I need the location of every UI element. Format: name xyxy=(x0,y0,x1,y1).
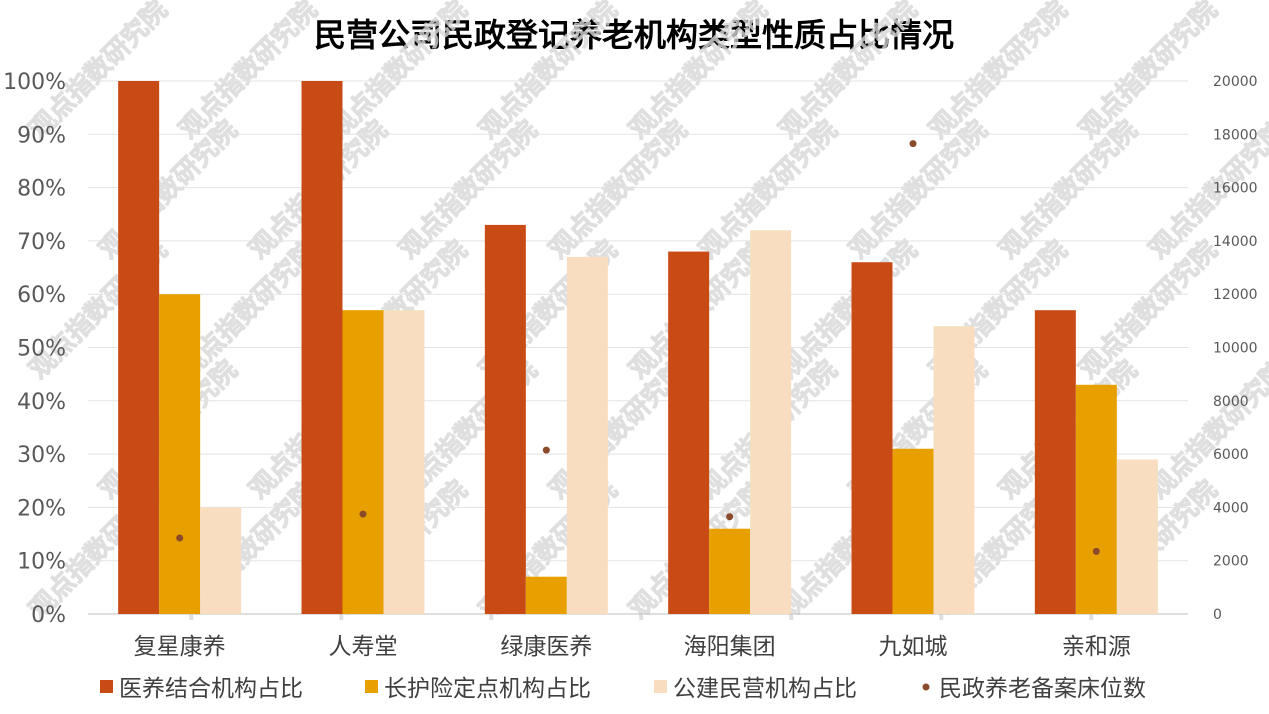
x-tick-label: 海阳集团 xyxy=(684,634,776,660)
legend-swatch xyxy=(100,680,113,693)
y-tick-label-right: 16000 xyxy=(1213,181,1258,197)
legend-label: 医养结合机构占比 xyxy=(119,676,303,702)
bar xyxy=(566,256,608,614)
scatter-point xyxy=(176,534,184,542)
y-tick-label-right: 2000 xyxy=(1213,554,1249,570)
watermark-text: 观点指数研究院 xyxy=(1073,234,1224,385)
x-axis: 复星康养 人寿堂 绿康医养 海阳集团 九如城 亲和源 xyxy=(134,634,1131,660)
y-tick-label-left: 70% xyxy=(17,230,66,255)
y-tick-label-left: 20% xyxy=(17,496,66,521)
watermark-text: 观点指数研究院 xyxy=(843,114,994,265)
y-tick-label-right: 18000 xyxy=(1213,127,1258,143)
y-tick-label-left: 0% xyxy=(31,603,66,628)
legend-swatch xyxy=(654,680,667,693)
scatter-point xyxy=(542,446,550,454)
bar xyxy=(525,576,567,614)
bar xyxy=(1116,459,1158,614)
y-tick-label-left: 100% xyxy=(3,70,66,95)
scatter-point xyxy=(1092,547,1100,555)
bar xyxy=(301,81,343,614)
bars xyxy=(118,81,1158,615)
y-tick-label-right: 20000 xyxy=(1213,74,1258,90)
bar xyxy=(750,230,792,615)
bar xyxy=(933,326,975,614)
bar xyxy=(159,294,201,614)
chart-title: 民营公司民政登记养老机构类型性质占比情况 xyxy=(314,16,954,54)
scatter-point xyxy=(909,140,917,148)
bar xyxy=(200,507,242,614)
y-tick-label-left: 50% xyxy=(17,337,66,362)
x-tick-label: 亲和源 xyxy=(1062,634,1131,660)
y-axis-right: 0 2000 4000 6000 8000 10000 12000 14000 16000 180… xyxy=(1213,74,1258,623)
legend-label: 长护险定点机构占比 xyxy=(384,676,591,702)
watermark-text: 观点指数研究院 xyxy=(773,234,924,385)
gridlines xyxy=(88,80,1188,615)
y-tick-label-right: 8000 xyxy=(1213,394,1249,410)
legend-label: 公建民营机构占比 xyxy=(673,676,857,702)
y-tick-label-right: 0 xyxy=(1213,607,1222,623)
x-tick-label: 九如城 xyxy=(879,634,948,660)
bar xyxy=(118,81,160,614)
bar xyxy=(709,528,751,614)
y-tick-label-left: 30% xyxy=(17,443,66,468)
y-tick-label-left: 90% xyxy=(17,123,66,148)
y-tick-label-right: 12000 xyxy=(1213,287,1258,303)
y-tick-label-left: 40% xyxy=(17,390,66,415)
watermark-text: 观点指数研究院 xyxy=(993,114,1144,265)
bar xyxy=(851,262,893,614)
watermark-text: 观点指数研究院 xyxy=(543,114,694,265)
bar xyxy=(1034,310,1076,614)
x-tick-label: 绿康医养 xyxy=(500,634,592,660)
scatter-points xyxy=(176,140,1100,555)
y-tick-label-right: 4000 xyxy=(1213,500,1249,516)
bar xyxy=(484,224,526,614)
x-tick-label: 人寿堂 xyxy=(329,634,398,660)
y-tick-label-left: 10% xyxy=(17,550,66,575)
watermark-text: 观点指数研究院 xyxy=(173,0,324,145)
y-tick-label-left: 60% xyxy=(17,283,66,308)
legend-label: 民政养老备案床位数 xyxy=(939,676,1146,702)
bar xyxy=(892,448,934,614)
scatter-point xyxy=(726,513,734,521)
scatter-point xyxy=(359,510,367,518)
y-tick-label-right: 10000 xyxy=(1213,341,1258,357)
bar xyxy=(668,251,710,614)
y-tick-label-left: 80% xyxy=(17,177,66,202)
legend: 医养结合机构占比 长护险定点机构占比 公建民营机构占比 民政养老备案床位数 xyxy=(100,676,1146,702)
y-tick-label-right: 6000 xyxy=(1213,447,1249,463)
watermark-text: 观点指数研究院 xyxy=(1073,0,1224,145)
watermark-text: 观点指数研究院 xyxy=(93,114,244,265)
bar xyxy=(383,310,425,614)
bar xyxy=(342,310,384,614)
legend-swatch xyxy=(365,680,378,693)
bar xyxy=(1075,384,1117,614)
legend-swatch xyxy=(922,683,930,691)
x-tick-label: 复星康养 xyxy=(134,634,226,660)
y-tick-label-right: 14000 xyxy=(1213,234,1258,250)
y-axis-left: 0% 10% 20% 30% 40% 50% 60% 70% 80% 90% 100% xyxy=(3,70,66,628)
